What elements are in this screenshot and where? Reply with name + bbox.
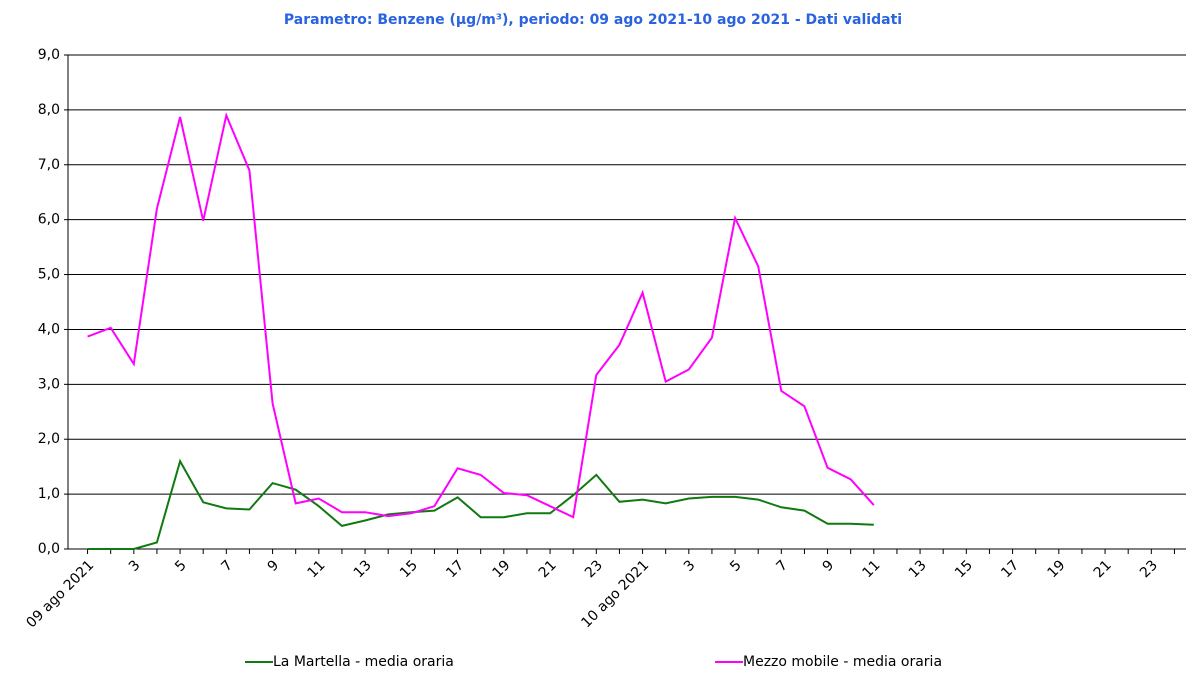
x-tick-label: 5 [727, 557, 745, 575]
x-tick-label: 13 [351, 557, 375, 581]
y-tick-label: 5,0 [38, 267, 60, 283]
series-line [87, 112, 875, 519]
legend-label: La Martella - media oraria [273, 654, 454, 670]
x-tick-label: 11 [860, 557, 884, 581]
y-tick-label: 4,0 [38, 321, 60, 337]
y-tick-label: 9,0 [38, 47, 60, 63]
x-tick-label: 15 [952, 557, 976, 581]
chart-title: Parametro: Benzene (µg/m³), periodo: 09 … [284, 12, 902, 28]
x-tick-label: 23 [582, 557, 606, 581]
series-line [87, 458, 874, 550]
x-tick-label: 21 [536, 557, 560, 581]
x-tick-label: 19 [490, 557, 514, 581]
x-tick-label: 13 [906, 557, 930, 581]
y-tick-label: 3,0 [38, 376, 60, 392]
x-tick-label: 11 [305, 557, 329, 581]
x-tick-label: 19 [1045, 557, 1069, 581]
y-tick-label: 6,0 [38, 212, 60, 228]
x-tick-label: 09 ago 2021 [23, 557, 97, 631]
x-tick-label: 7 [773, 557, 791, 575]
y-tick-label: 7,0 [38, 157, 60, 173]
y-tick-label: 2,0 [38, 431, 60, 447]
x-tick-label: 15 [397, 557, 421, 581]
x-tick-label: 17 [998, 557, 1022, 581]
y-tick-label: 0,0 [38, 541, 60, 557]
x-tick-label: 9 [265, 557, 283, 575]
x-tick-label: 7 [218, 557, 236, 575]
x-tick-label: 23 [1137, 557, 1161, 581]
y-tick-label: 8,0 [38, 102, 60, 118]
x-tick-label: 9 [820, 557, 838, 575]
x-tick-label: 3 [126, 557, 144, 575]
x-tick-label: 5 [172, 557, 190, 575]
x-tick-label: 21 [1091, 557, 1115, 581]
legend-label: Mezzo mobile - media oraria [743, 654, 942, 670]
y-tick-label: 1,0 [38, 486, 60, 502]
x-tick-label: 17 [443, 557, 467, 581]
x-tick-label: 3 [681, 557, 699, 575]
